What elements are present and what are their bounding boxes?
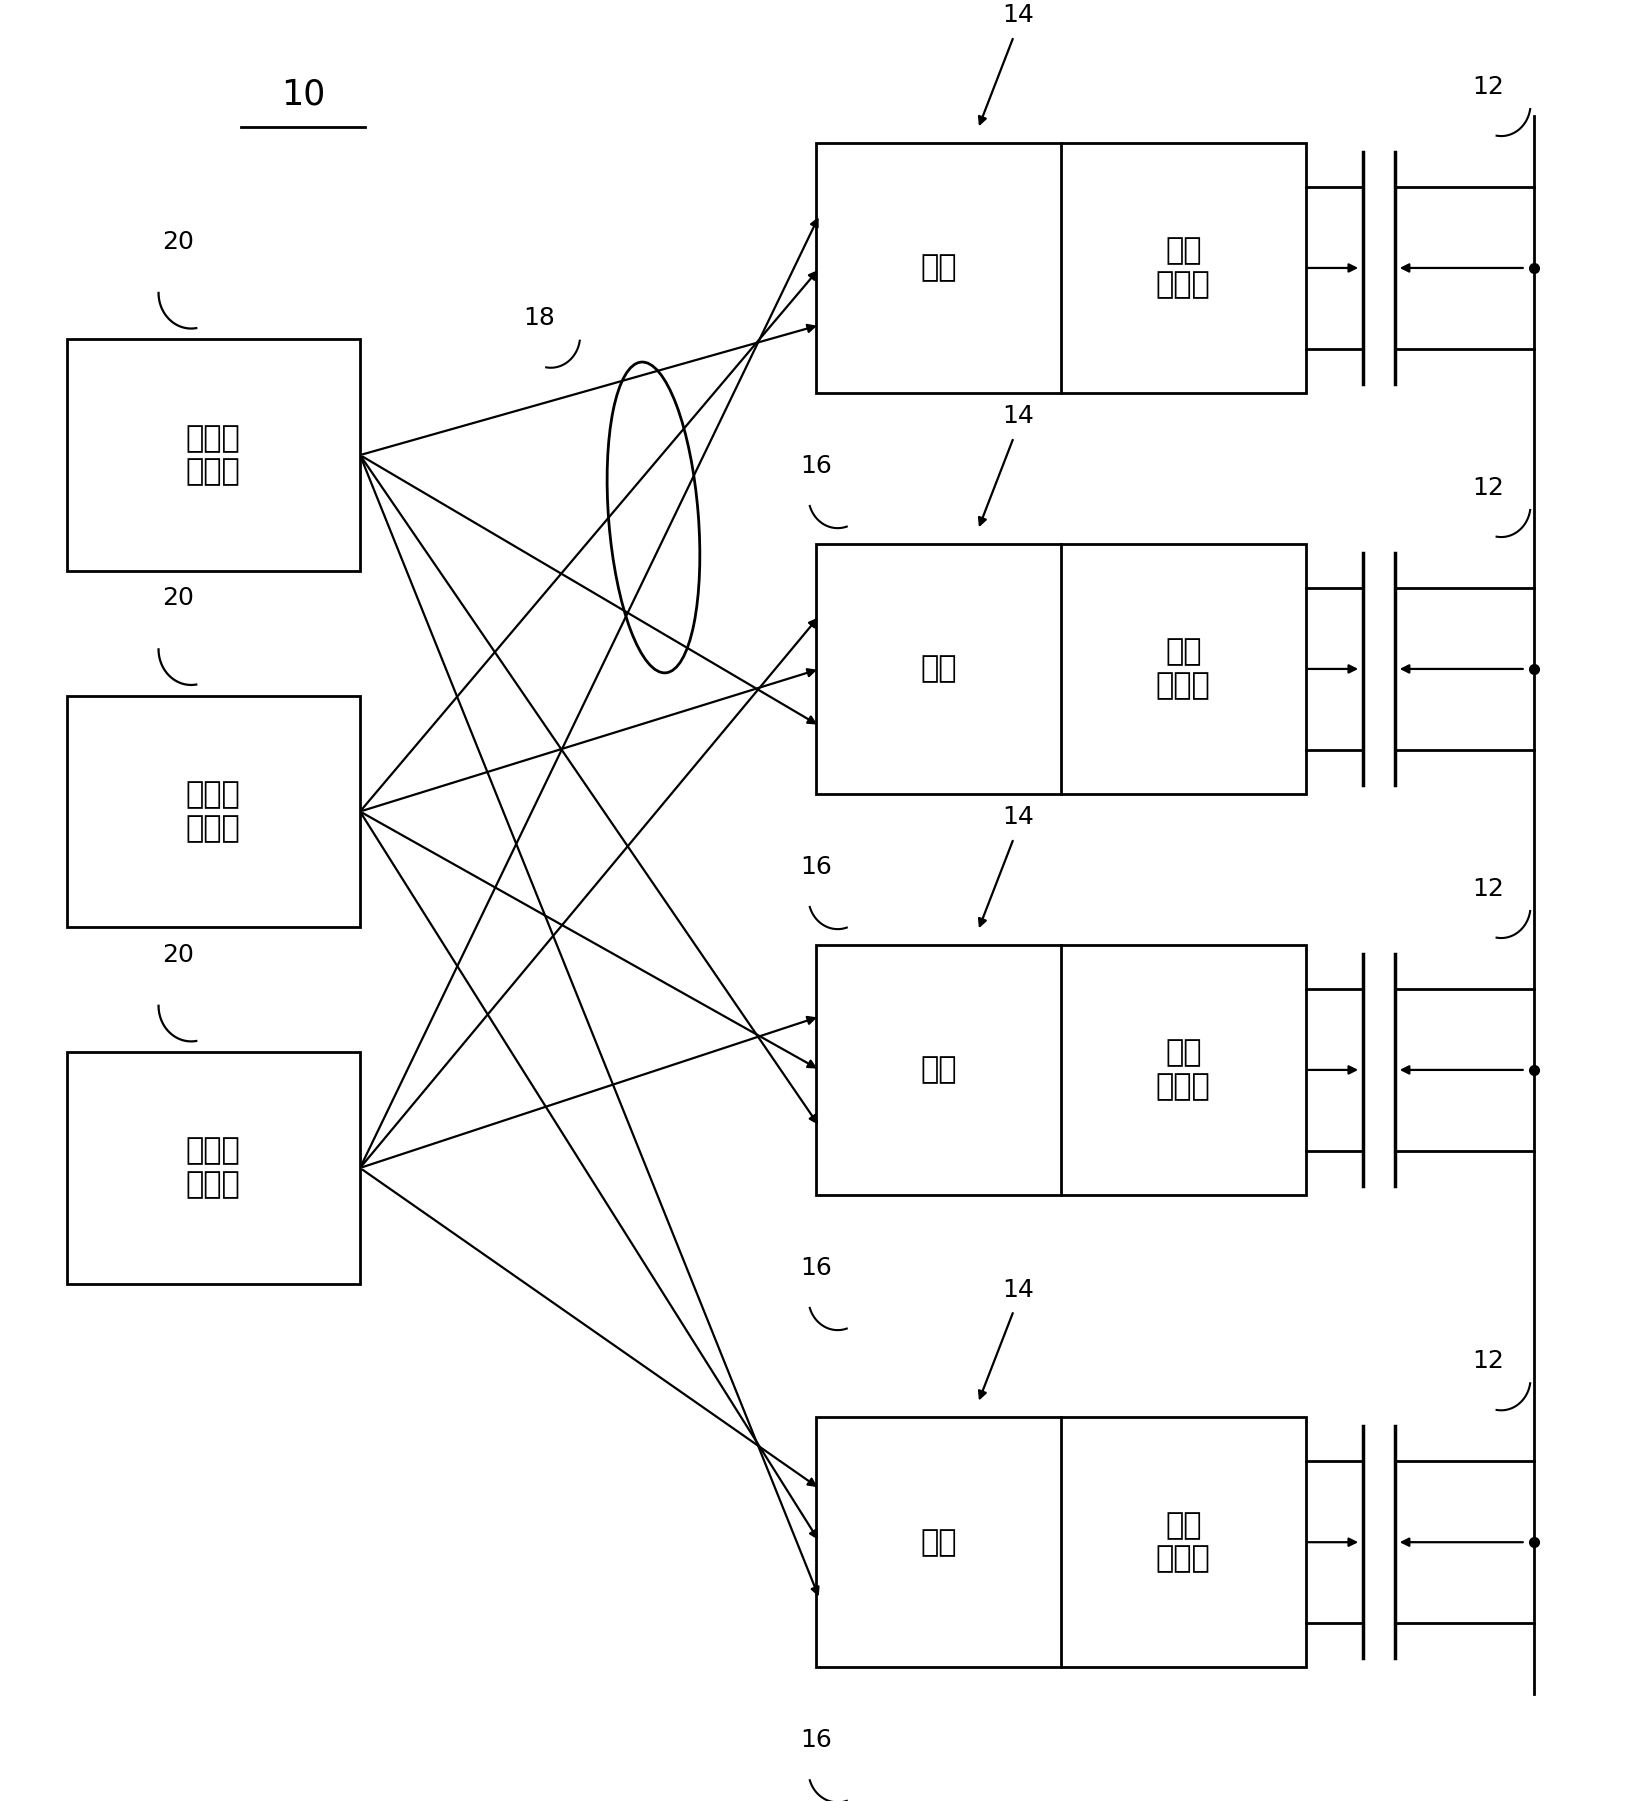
Text: 12: 12 <box>1472 74 1503 99</box>
Text: 20: 20 <box>162 586 194 611</box>
Text: 栅极
驱动器: 栅极 驱动器 <box>1155 638 1209 701</box>
Text: 表决: 表决 <box>920 654 956 683</box>
Text: 16: 16 <box>800 1728 832 1753</box>
Text: 栅极
驱动器: 栅极 驱动器 <box>1155 236 1209 299</box>
Text: 10: 10 <box>281 77 325 112</box>
Text: 20: 20 <box>162 942 194 966</box>
Bar <box>816 946 1304 1195</box>
Text: 14: 14 <box>1002 1278 1035 1301</box>
Bar <box>816 544 1304 793</box>
Text: 表决: 表决 <box>920 254 956 283</box>
Text: 逆变器
控制器: 逆变器 控制器 <box>186 1137 240 1200</box>
Text: 12: 12 <box>1472 876 1503 901</box>
Text: 表决: 表决 <box>920 1056 956 1085</box>
Text: 栅极
驱动器: 栅极 驱动器 <box>1155 1038 1209 1101</box>
Text: 逆变器
控制器: 逆变器 控制器 <box>186 423 240 487</box>
Bar <box>67 339 359 571</box>
Text: 栅极
驱动器: 栅极 驱动器 <box>1155 1510 1209 1573</box>
Text: 逆变器
控制器: 逆变器 控制器 <box>186 780 240 843</box>
Text: 14: 14 <box>1002 4 1035 27</box>
Bar <box>67 1052 359 1283</box>
Text: 16: 16 <box>800 1256 832 1279</box>
Text: 20: 20 <box>162 229 194 254</box>
Bar <box>67 696 359 928</box>
Bar <box>816 1418 1304 1667</box>
Text: 12: 12 <box>1472 476 1503 499</box>
Text: 12: 12 <box>1472 1350 1503 1373</box>
Text: 14: 14 <box>1002 404 1035 429</box>
Text: 表决: 表决 <box>920 1528 956 1557</box>
Text: 14: 14 <box>1002 805 1035 829</box>
Text: 18: 18 <box>524 306 555 330</box>
Text: 16: 16 <box>800 454 832 478</box>
Bar <box>816 142 1304 393</box>
Text: 16: 16 <box>800 856 832 879</box>
